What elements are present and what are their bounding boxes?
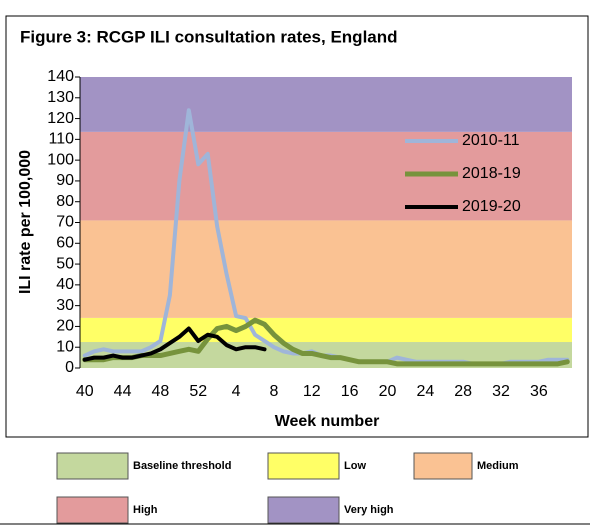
- y-tick-label: 90: [56, 172, 74, 189]
- y-tick-label: 120: [47, 110, 74, 127]
- chart-title: Figure 3: RCGP ILI consultation rates, E…: [20, 27, 398, 46]
- x-tick-label: 44: [114, 383, 132, 400]
- y-tick-label: 40: [56, 276, 74, 293]
- legend-label: Baseline threshold: [133, 460, 231, 472]
- y-tick-label: 70: [56, 214, 74, 231]
- x-tick-label: 48: [152, 383, 170, 400]
- y-tick-label: 80: [56, 193, 74, 210]
- y-tick-label: 140: [47, 68, 74, 85]
- series-line: [82, 326, 267, 362]
- legend-box: [56, 452, 129, 480]
- x-tick-label: 36: [530, 383, 548, 400]
- legend-box: [267, 452, 340, 480]
- legend-label: 2010-11: [462, 132, 520, 149]
- threshold-band: [80, 220, 572, 318]
- x-tick-label: 28: [454, 383, 472, 400]
- y-tick-label: 110: [48, 131, 74, 148]
- x-tick-label: 16: [341, 383, 359, 400]
- series-line: [82, 317, 570, 367]
- legend-box: [413, 452, 473, 480]
- y-tick-label: 0: [65, 359, 74, 376]
- legend-box: [267, 496, 340, 524]
- legend-label: Very high: [344, 504, 394, 516]
- threshold-band: [80, 317, 572, 343]
- y-axis-label: ILI rate per 100,000: [17, 150, 34, 294]
- y-tick-label: 20: [56, 318, 74, 335]
- x-tick-label: 52: [189, 383, 207, 400]
- x-tick-label: 12: [303, 383, 321, 400]
- x-tick-label: 24: [416, 383, 434, 400]
- legend-label: Medium: [477, 460, 519, 472]
- y-tick-label: 130: [47, 89, 74, 106]
- x-tick-label: 40: [76, 383, 94, 400]
- threshold-band: [80, 131, 572, 221]
- x-tick-label: 20: [379, 383, 397, 400]
- y-tick-label: 50: [56, 255, 74, 272]
- legend-label: High: [133, 504, 158, 516]
- x-tick-label: 4: [232, 383, 241, 400]
- y-tick-label: 10: [56, 338, 74, 355]
- x-tick-label: 32: [492, 383, 510, 400]
- y-tick-label: 100: [47, 151, 74, 168]
- threshold-band: [80, 77, 572, 132]
- legend-label: Low: [344, 460, 366, 472]
- x-axis-label: Week number: [275, 413, 380, 430]
- y-tick-label: 30: [56, 297, 74, 314]
- y-tick-label: 60: [56, 235, 74, 252]
- legend-label: 2018-19: [462, 165, 521, 182]
- legend-box: [56, 496, 129, 524]
- legend-label: 2019-20: [462, 198, 521, 215]
- x-tick-label: 8: [270, 383, 279, 400]
